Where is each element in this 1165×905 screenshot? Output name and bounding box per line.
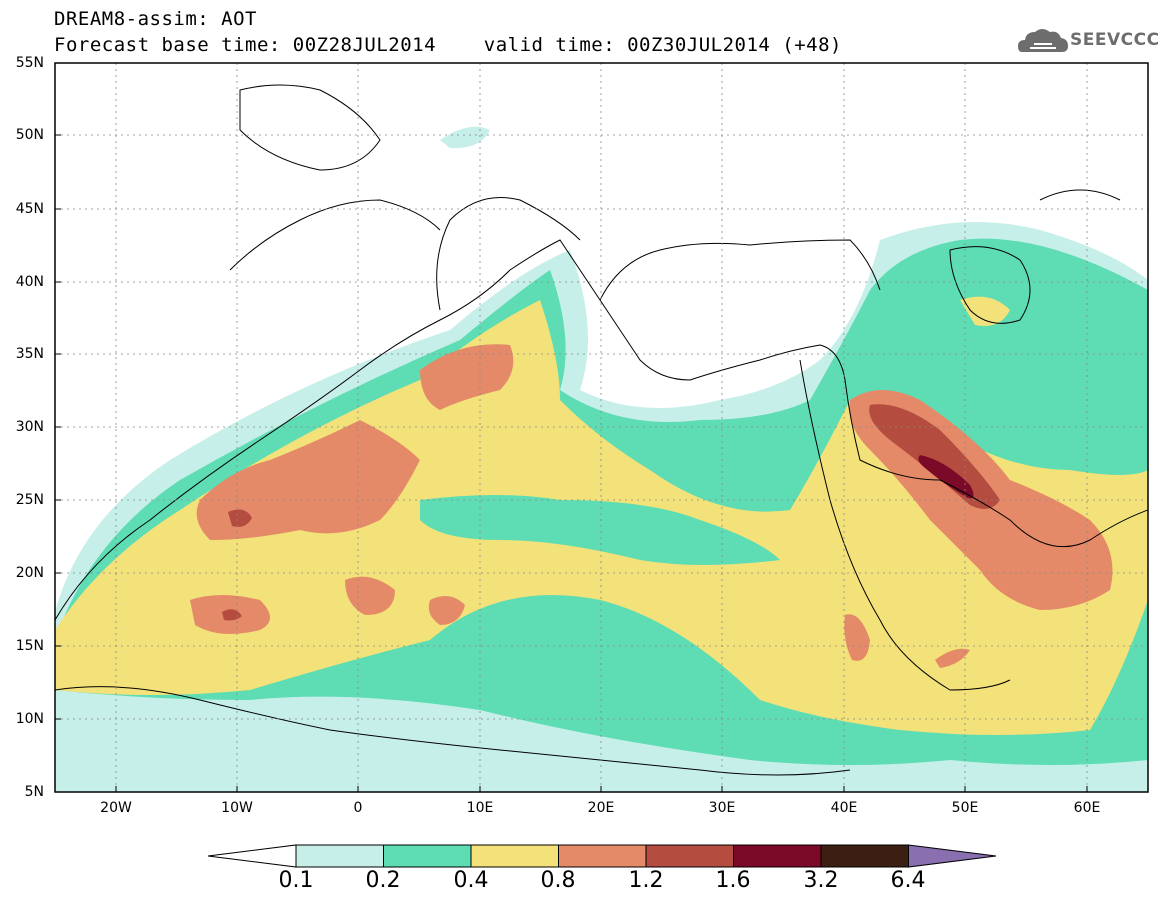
- lon-label: 50E: [951, 800, 979, 816]
- colorbar-over-triangle: [908, 844, 997, 868]
- axis-ticks: [55, 134, 1088, 792]
- lon-label: 20E: [587, 800, 615, 816]
- colorbar-under-triangle: [207, 844, 297, 868]
- lat-label: 40N: [15, 274, 44, 290]
- aot-contours: [55, 63, 1148, 792]
- lat-label: 15N: [15, 638, 44, 654]
- colorbar-label: 0.1: [278, 868, 314, 893]
- lat-label: 30N: [15, 419, 44, 435]
- lat-label: 45N: [15, 201, 44, 217]
- colorbar-segment: [470, 844, 559, 868]
- lon-label: 60E: [1073, 800, 1101, 816]
- colorbar-label: 0.8: [540, 868, 576, 893]
- colorbar: [207, 844, 997, 868]
- colorbar-segment: [383, 844, 472, 868]
- colorbar-label: 1.6: [715, 868, 751, 893]
- lon-label: 20W: [100, 800, 132, 816]
- aot-level-0.8: [935, 648, 970, 668]
- lat-label: 20N: [15, 565, 44, 581]
- aot-level-1.2: [222, 609, 242, 621]
- lon-label: 10E: [466, 800, 494, 816]
- colorbar-segment: [733, 844, 822, 868]
- colorbar-label: 3.2: [803, 868, 839, 893]
- lon-label: 0: [353, 800, 363, 816]
- aot-level-1.2: [228, 509, 252, 527]
- lon-label: 30E: [708, 800, 736, 816]
- lat-label: 35N: [15, 346, 44, 362]
- colorbar-segment: [558, 844, 647, 868]
- colorbar-segment: [295, 844, 384, 868]
- aot-level-0.8: [844, 614, 870, 661]
- colorbar-segment: [820, 844, 909, 868]
- aot-level-0.8: [428, 596, 465, 625]
- lat-label: 5N: [24, 784, 44, 800]
- aot-level-0.8: [345, 576, 395, 615]
- coastlines: [55, 84, 1148, 776]
- lat-label: 10N: [15, 711, 44, 727]
- lat-label: 55N: [15, 55, 44, 71]
- lon-label: 40E: [830, 800, 858, 816]
- aot-level-0.8: [196, 420, 420, 540]
- aot-level-0.1: [440, 126, 490, 149]
- colorbar-label: 0.2: [365, 868, 401, 893]
- colorbar-label: 1.2: [628, 868, 664, 893]
- forecast-time-line: Forecast base time: 00Z28JUL2014 valid t…: [54, 34, 842, 56]
- map-title: DREAM8-assim: AOT: [54, 8, 257, 30]
- lon-label: 10W: [221, 800, 253, 816]
- map-gridlines: [55, 63, 1148, 792]
- seevccc-logo-text: SEEVCCC: [1070, 30, 1160, 50]
- aot-level-0.4: [960, 296, 1010, 326]
- lat-label: 25N: [15, 492, 44, 508]
- cloud-icon: [1018, 29, 1068, 52]
- aot-level-0.2: [420, 495, 780, 565]
- aot-level-1.6: [918, 455, 974, 499]
- aot-level-0.8: [420, 344, 514, 410]
- lat-label: 50N: [15, 127, 44, 143]
- colorbar-segment: [645, 844, 734, 868]
- colorbar-label: 0.4: [453, 868, 489, 893]
- colorbar-label: 6.4: [890, 868, 926, 893]
